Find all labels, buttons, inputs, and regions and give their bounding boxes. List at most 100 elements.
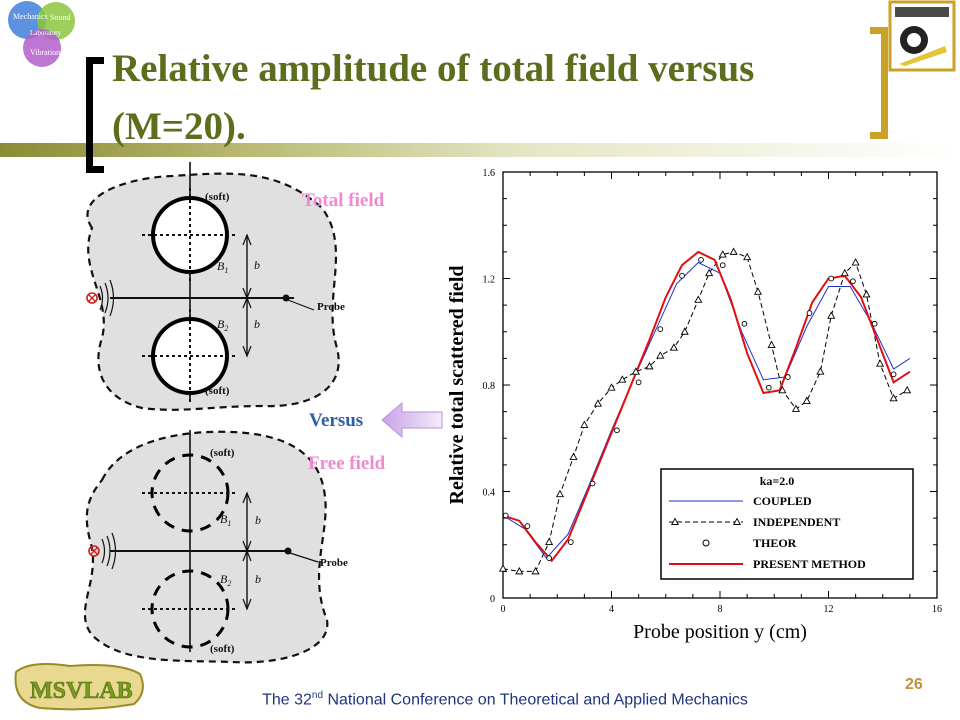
theor-marker [806, 310, 813, 316]
title-bracket-left [86, 57, 104, 173]
source-cross [88, 294, 96, 302]
series-line-present-method [502, 250, 911, 563]
label-probe: Probe [317, 301, 345, 313]
label-versus: Versus [309, 410, 364, 431]
university-emblem [888, 0, 956, 72]
free-label-b2-letter: B [220, 572, 228, 586]
legend-label-present-method: PRESENT METHOD [753, 557, 866, 571]
label-soft-top: (soft) [205, 191, 230, 203]
legend-title: ka=2.0 [760, 474, 795, 488]
independent-marker [827, 311, 836, 319]
x-tick-label: 16 [932, 604, 942, 615]
probe-leader [287, 299, 315, 311]
slide-title-line-1: Relative amplitude of total field versus [112, 47, 755, 90]
x-tick-label: 8 [718, 604, 723, 615]
page-number: 26 [905, 676, 923, 693]
legend-marker-independent [732, 517, 742, 525]
y-tick-label: 0 [490, 594, 495, 605]
independent-marker [498, 564, 508, 572]
dimension-arrows [242, 233, 252, 358]
y-axis-title: Relative total scattered field [446, 266, 468, 505]
label-b1-sub: 1 [224, 266, 228, 275]
legend-label-coupled: COUPLED [753, 494, 812, 508]
legend-marker-independent [670, 517, 680, 525]
label-b2-sub: 2 [224, 324, 228, 333]
label-b1: B1 [217, 259, 228, 275]
independent-marker [791, 404, 801, 412]
independent-marker [816, 367, 825, 375]
title-bracket-right [870, 27, 888, 139]
emblem-seal-center [907, 33, 921, 47]
logo-circle-blue [8, 1, 46, 39]
x-tick-label: 4 [609, 604, 614, 615]
x-tick-label: 12 [824, 604, 834, 615]
free-wave-icon [101, 532, 117, 570]
label-b2-letter: B [217, 317, 225, 331]
theor-marker [828, 275, 835, 282]
emblem-ribbon [899, 46, 947, 66]
free-medium-boundary [83, 430, 329, 664]
independent-marker [729, 247, 738, 255]
free-source-icon [88, 545, 100, 557]
free-label-soft-top: (soft) [210, 447, 235, 459]
independent-marker [680, 327, 689, 335]
theor-marker [871, 320, 878, 327]
label-b-upper: b [254, 258, 260, 272]
chart-relative-total-field: 0 4 8 12 16 0 0.4 0.8 1.2 1.6 Probe position y (cm… [446, 168, 942, 643]
footer-pre: The 32 [262, 691, 312, 709]
logo-blob [14, 663, 144, 711]
logo-text-v: Vibration [30, 48, 60, 57]
independent-marker [903, 385, 912, 394]
probe-point [282, 294, 290, 302]
legend-label-independent: INDEPENDENT [753, 515, 840, 529]
source-icon [86, 292, 98, 304]
free-label-b1: B1 [220, 512, 231, 528]
legend-label-theor: THEOR [753, 536, 797, 550]
independent-marker [656, 351, 665, 359]
independent-marker [840, 268, 849, 277]
label-soft-bottom: (soft) [205, 385, 230, 397]
label-b2: B2 [217, 317, 228, 333]
free-label-soft-bottom: (soft) [210, 643, 235, 655]
x-tick-label: 0 [501, 604, 506, 615]
independent-marker [515, 566, 524, 575]
free-probe-leader [289, 552, 319, 563]
independent-marker [889, 393, 898, 402]
footer-post: National Conference on Theoretical and A… [323, 691, 748, 709]
independent-marker [645, 361, 654, 370]
independent-marker [851, 258, 860, 266]
independent-marker [705, 268, 714, 277]
diagram-total-field: (soft) (soft) B1 B2 b b Probe [86, 162, 345, 411]
free-label-b2: B2 [220, 572, 231, 588]
theor-marker [567, 539, 574, 545]
label-free-field: Free field [308, 453, 386, 474]
independent-marker [569, 452, 578, 460]
emblem-seal-text-bar [895, 7, 949, 17]
free-label-b1-sub: 1 [227, 519, 231, 528]
diagram-free-field: (soft) (soft) B1 B2 b b Probe [83, 430, 348, 664]
y-tick-label: 0.8 [483, 381, 496, 392]
independent-marker [631, 367, 640, 375]
independent-marker [580, 420, 589, 428]
theor-marker [614, 427, 620, 434]
x-axis-title: Probe position y (cm) [633, 621, 807, 643]
label-b-lower: b [254, 317, 260, 331]
logo-circle-purple [23, 29, 61, 67]
free-probe-point [284, 547, 292, 555]
msvlab-logo-text: MSVLAB [30, 678, 133, 704]
free-dimension-arrows [242, 491, 252, 611]
independent-marker [694, 295, 703, 303]
independent-marker [545, 537, 554, 546]
free-label-b-lower: b [255, 572, 261, 586]
independent-marker [555, 489, 565, 498]
free-label-b2-sub: 2 [227, 579, 231, 588]
theor-marker [765, 384, 772, 391]
independent-marker [718, 250, 727, 258]
label-b1-letter: B [217, 259, 225, 273]
theor-marker [850, 278, 856, 285]
free-label-probe: Probe [320, 557, 348, 569]
free-label-b1-letter: B [220, 512, 228, 526]
msv-logo: Mechanics Sound Laboratory Vibration [8, 1, 75, 67]
independent-marker [743, 252, 752, 261]
y-tick-label: 1.2 [483, 275, 496, 286]
